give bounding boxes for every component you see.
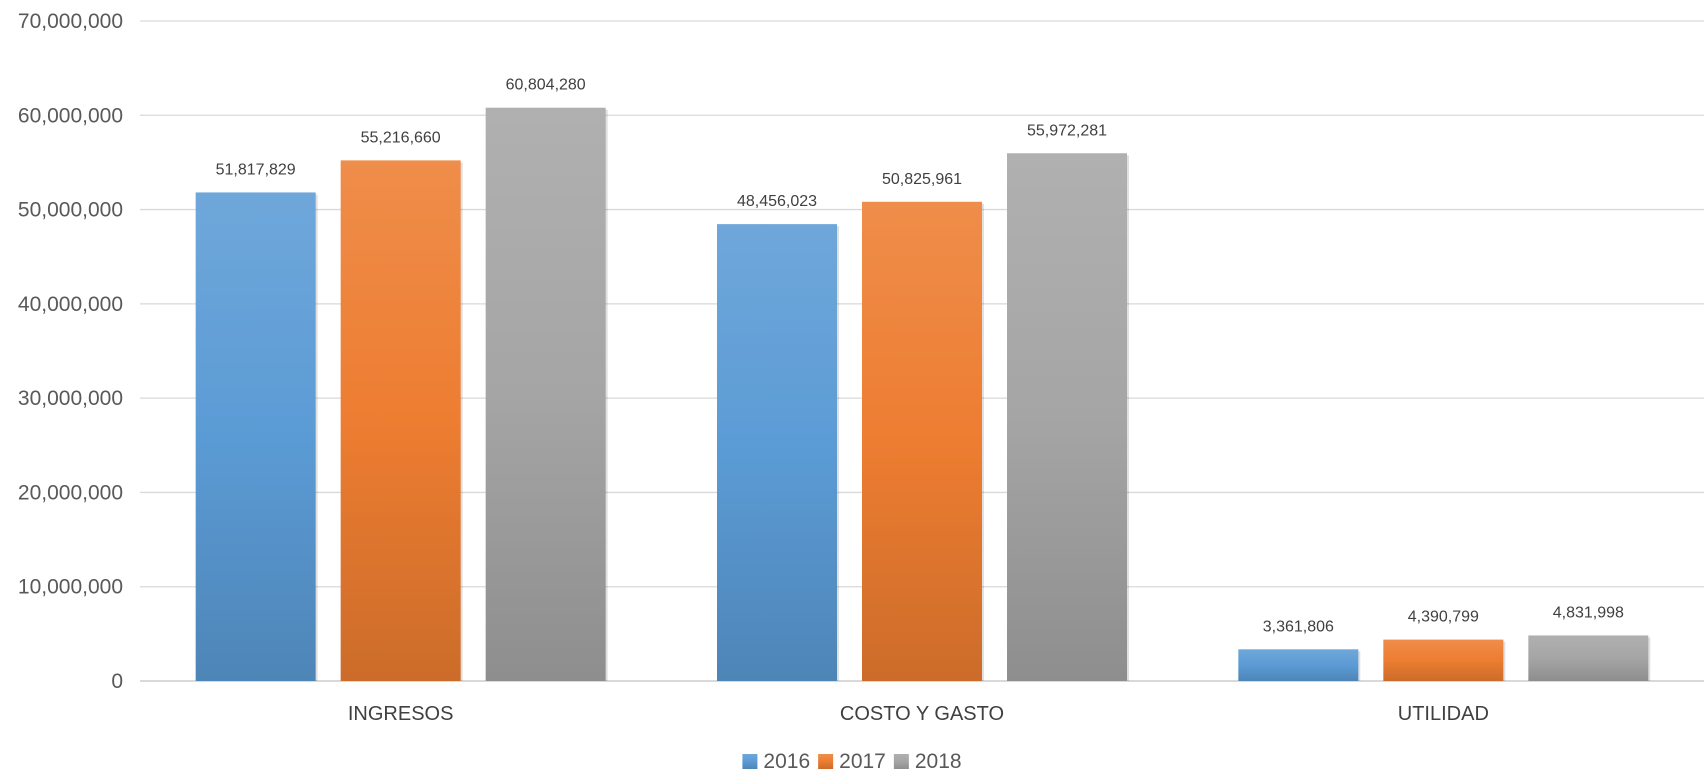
- data-label: 60,804,280: [506, 77, 586, 94]
- y-tick-label: 50,000,000: [18, 199, 123, 222]
- legend-swatch: [818, 754, 834, 769]
- data-label: 55,216,660: [361, 129, 441, 146]
- legend-label: 2016: [763, 750, 810, 773]
- bar-2017-0: [340, 160, 461, 682]
- y-tick-label: 70,000,000: [18, 10, 123, 33]
- legend-label: 2018: [915, 750, 962, 773]
- category-label: INGRESOS: [348, 703, 454, 725]
- bar-2016-1: [717, 224, 837, 682]
- data-label: 48,456,023: [737, 193, 817, 210]
- bar-2018-2: [1528, 635, 1649, 681]
- y-tick-label: 30,000,000: [18, 387, 123, 410]
- legend-item-2017: 2017: [818, 750, 886, 773]
- x-axis-category-labels: INGRESOS COSTO Y GASTO UTILIDAD: [348, 703, 1489, 725]
- bar-2017-1: [862, 201, 982, 681]
- bar-2017-2: [1383, 639, 1504, 681]
- legend: 2016 2017 2018: [742, 750, 962, 773]
- y-tick-label: 0: [111, 670, 123, 693]
- data-label: 3,361,806: [1263, 618, 1334, 635]
- y-axis-tick-labels: 0 10,000,000 20,000,000 30,000,000 40,000,00…: [18, 10, 123, 693]
- y-tick-label: 40,000,000: [18, 293, 123, 316]
- data-label: 51,817,829: [216, 161, 296, 178]
- bar-2016-2: [1238, 649, 1359, 681]
- category-label: COSTO Y GASTO: [840, 703, 1004, 725]
- legend-swatch: [742, 754, 758, 769]
- bar-2016-0: [195, 192, 316, 682]
- data-label: 4,831,998: [1553, 604, 1624, 621]
- legend-item-2016: 2016: [742, 750, 810, 773]
- legend-label: 2017: [839, 750, 886, 773]
- category-label: UTILIDAD: [1398, 703, 1489, 725]
- bars: [195, 107, 1651, 682]
- data-label: 50,825,961: [882, 171, 962, 188]
- legend-item-2018: 2018: [893, 750, 962, 773]
- data-label: 4,390,799: [1408, 609, 1479, 626]
- y-tick-label: 20,000,000: [18, 481, 123, 504]
- data-labels: 51,817,829 55,216,660 60,804,280 48,456,023…: [216, 77, 1624, 636]
- legend-swatch: [893, 754, 909, 769]
- bar-2018-0: [485, 107, 606, 681]
- y-tick-label: 10,000,000: [18, 576, 123, 599]
- data-label: 55,972,281: [1027, 122, 1107, 139]
- bar-2018-1: [1007, 153, 1127, 681]
- y-tick-label: 60,000,000: [18, 104, 123, 127]
